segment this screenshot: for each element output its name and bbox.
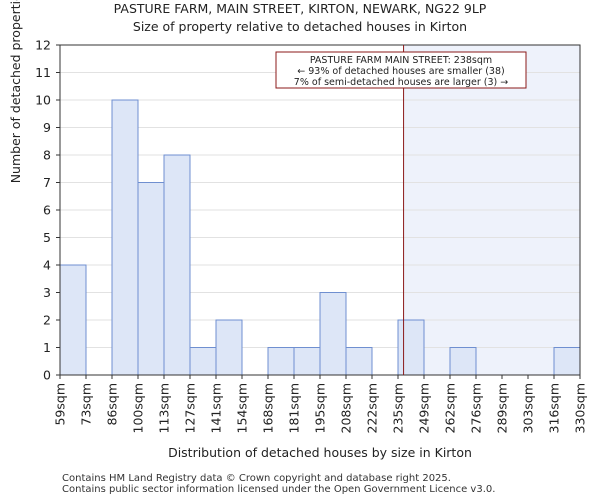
annotation-line: ← 93% of detached houses are smaller (38… (297, 66, 504, 77)
histogram-bar (59, 264, 87, 376)
x-tick-label: 113sqm (157, 383, 172, 433)
x-tick-label: 181sqm (287, 383, 302, 433)
x-tick-label: 86sqm (105, 383, 120, 426)
histogram-bar (163, 154, 191, 376)
chart-subtitle: Size of property relative to detached ho… (132, 19, 468, 34)
x-tick-label: 330sqm (573, 383, 588, 433)
histogram-bar (189, 347, 217, 376)
y-tick-label: 12 (35, 38, 51, 53)
chart-title: PASTURE FARM, MAIN STREET, KIRTON, NEWAR… (113, 1, 487, 16)
x-tick-label: 168sqm (261, 383, 276, 433)
x-tick-label: 276sqm (469, 383, 484, 433)
x-axis-label: Distribution of detached houses by size … (168, 445, 472, 460)
histogram-bar (293, 347, 321, 376)
x-tick-label: 100sqm (131, 383, 146, 433)
y-tick-label: 10 (35, 93, 51, 108)
y-tick-label: 5 (43, 230, 51, 245)
y-axis-label: Number of detached properties (8, 0, 23, 184)
y-tick-label: 0 (43, 368, 51, 383)
histogram-bar (111, 99, 139, 376)
y-tick-label: 7 (43, 175, 51, 190)
histogram-bar (449, 347, 477, 376)
histogram-bar (267, 347, 295, 376)
footer-copyright: Contains HM Land Registry data © Crown c… (62, 473, 451, 484)
x-tick-label: 154sqm (235, 383, 250, 433)
x-tick-label: 208sqm (339, 383, 354, 433)
x-tick-label: 73sqm (79, 383, 94, 426)
histogram-bar (215, 319, 243, 376)
y-tick-label: 9 (43, 120, 51, 135)
histogram-bar (397, 319, 425, 376)
x-tick-label: 235sqm (391, 383, 406, 433)
histogram-bar (553, 347, 581, 376)
x-tick-label: 316sqm (547, 383, 562, 433)
x-tick-label: 249sqm (417, 383, 432, 433)
x-tick-label: 222sqm (365, 383, 380, 433)
y-tick-label: 4 (43, 258, 51, 273)
y-tick-label: 3 (43, 285, 51, 300)
y-tick-label: 1 (43, 340, 51, 355)
histogram-bar (319, 292, 347, 376)
y-tick-label: 6 (43, 203, 51, 218)
x-tick-label: 262sqm (443, 383, 458, 433)
y-tick-label: 2 (43, 313, 51, 328)
footer-licence: Contains public sector information licen… (62, 484, 496, 495)
x-tick-label: 303sqm (521, 383, 536, 433)
y-tick-label: 8 (43, 148, 51, 163)
x-tick-label: 141sqm (209, 383, 224, 433)
x-tick-label: 195sqm (313, 383, 328, 433)
annotation-line: 7% of semi-detached houses are larger (3… (294, 77, 508, 88)
x-tick-label: 289sqm (495, 383, 510, 433)
annotation-line: PASTURE FARM MAIN STREET: 238sqm (310, 55, 492, 66)
annotation-box (275, 51, 527, 89)
x-tick-label: 127sqm (183, 383, 198, 433)
histogram-bar (137, 182, 165, 376)
histogram-bar (345, 347, 373, 376)
x-tick-label: 59sqm (53, 383, 68, 426)
y-tick-label: 11 (35, 65, 51, 80)
